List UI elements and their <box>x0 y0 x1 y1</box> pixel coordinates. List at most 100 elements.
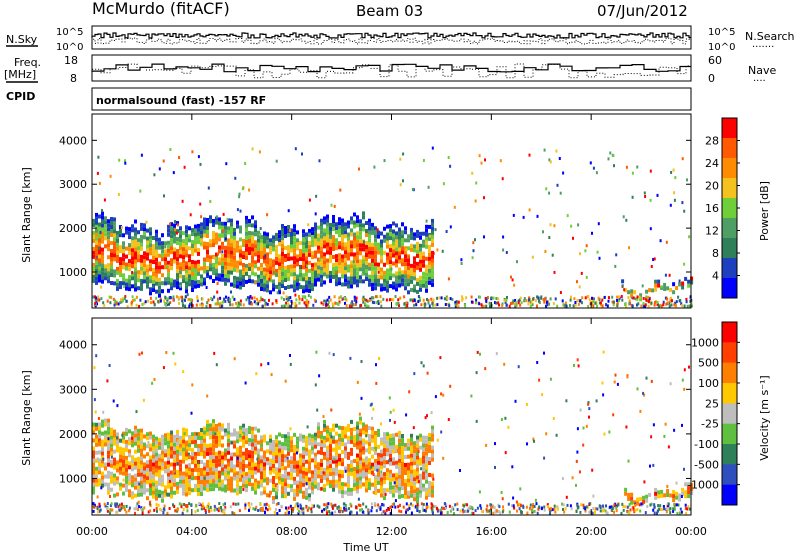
ground-echo-cell <box>159 508 161 511</box>
echo-cell <box>95 435 98 439</box>
echo-cell <box>401 478 404 482</box>
ground-echo-cell <box>307 509 309 512</box>
echo-cell <box>98 466 101 470</box>
echo-cell <box>422 280 425 284</box>
ground-echo-cell <box>419 510 421 513</box>
echo-cell <box>287 225 290 229</box>
ground-echo-cell <box>630 508 632 511</box>
echo-cell <box>110 229 113 233</box>
colorbar-tick-label: 100 <box>698 377 719 390</box>
echo-cell <box>362 215 365 219</box>
echo-cell <box>350 228 353 232</box>
ground-echo-cell <box>154 303 156 306</box>
echo-cell <box>377 473 380 477</box>
ground-echo-cell <box>498 505 500 508</box>
ground-echo-cell <box>244 507 246 510</box>
echo-cell <box>170 258 173 262</box>
echo-cell <box>203 443 206 447</box>
echo-cell <box>362 423 365 427</box>
echo-cell <box>311 486 314 490</box>
echo-cell <box>380 454 383 458</box>
echo-cell <box>374 226 377 230</box>
echo-cell <box>654 488 657 492</box>
echo-cell <box>323 444 326 448</box>
ground-echo-cell <box>268 504 270 507</box>
echo-cell <box>188 262 191 266</box>
echo-cell <box>293 272 296 276</box>
colorbar-swatch <box>722 363 737 384</box>
echo-cell <box>218 273 221 277</box>
sparse-echo-cell <box>265 263 267 266</box>
echo-cell <box>398 280 401 284</box>
ground-echo-cell <box>637 508 639 511</box>
ground-echo-cell <box>616 296 618 299</box>
colorbar-swatch <box>722 444 737 465</box>
noise-left-tick-top: 10^5 <box>56 27 83 38</box>
ground-echo-cell <box>669 511 671 514</box>
echo-cell <box>233 268 236 272</box>
echo-cell <box>161 245 164 249</box>
echo-cell <box>185 241 188 245</box>
echo-cell <box>251 247 254 251</box>
echo-cell <box>107 223 110 227</box>
echo-cell <box>287 464 290 468</box>
echo-cell <box>173 284 176 288</box>
echo-cell <box>236 277 239 281</box>
echo-cell <box>389 284 392 288</box>
echo-cell <box>185 261 188 265</box>
echo-cell <box>119 229 122 233</box>
echo-cell <box>290 448 293 452</box>
echo-cell <box>386 468 389 472</box>
echo-cell <box>206 230 209 234</box>
sparse-echo-cell <box>200 215 202 218</box>
echo-cell <box>362 447 365 451</box>
echo-cell <box>395 243 398 247</box>
echo-cell <box>128 287 131 291</box>
sparse-echo-cell <box>504 417 506 420</box>
echo-cell <box>296 441 299 445</box>
sparse-echo-cell <box>683 210 685 213</box>
echo-cell <box>146 476 149 480</box>
echo-cell <box>323 452 326 456</box>
echo-cell <box>266 481 269 485</box>
ground-echo-cell <box>230 505 232 508</box>
echo-cell <box>425 456 428 460</box>
echo-cell <box>302 463 305 467</box>
ground-echo-cell <box>563 503 565 506</box>
echo-cell <box>203 226 206 230</box>
sparse-echo-cell <box>188 453 190 456</box>
echo-cell <box>371 455 374 459</box>
ground-echo-cell <box>492 512 494 515</box>
echo-cell <box>362 431 365 435</box>
echo-cell <box>140 485 143 489</box>
ground-echo-cell <box>486 505 488 508</box>
echo-cell <box>179 468 182 472</box>
sparse-echo-cell <box>586 425 588 428</box>
echo-cell <box>305 468 308 472</box>
echo-cell <box>203 447 206 451</box>
echo-cell <box>428 277 431 281</box>
echo-cell <box>260 443 263 447</box>
echo-cell <box>272 496 275 500</box>
echo-cell <box>176 265 179 269</box>
echo-cell <box>161 451 164 455</box>
echo-cell <box>648 493 651 497</box>
echo-cell <box>245 268 248 272</box>
echo-cell <box>212 487 215 491</box>
echo-cell <box>242 279 245 283</box>
ground-echo-cell <box>218 507 220 510</box>
echo-cell <box>428 473 431 477</box>
echo-cell <box>404 467 407 471</box>
echo-cell <box>278 477 281 481</box>
echo-cell <box>152 248 155 252</box>
ground-echo-cell <box>93 510 95 513</box>
echo-cell <box>308 253 311 257</box>
echo-cell <box>654 284 657 288</box>
echo-cell <box>365 428 368 432</box>
echo-cell <box>254 479 257 483</box>
echo-cell <box>374 435 377 439</box>
sparse-echo-cell <box>121 434 123 437</box>
echo-cell <box>428 481 431 485</box>
echo-cell <box>344 246 347 250</box>
echo-cell <box>416 266 419 270</box>
